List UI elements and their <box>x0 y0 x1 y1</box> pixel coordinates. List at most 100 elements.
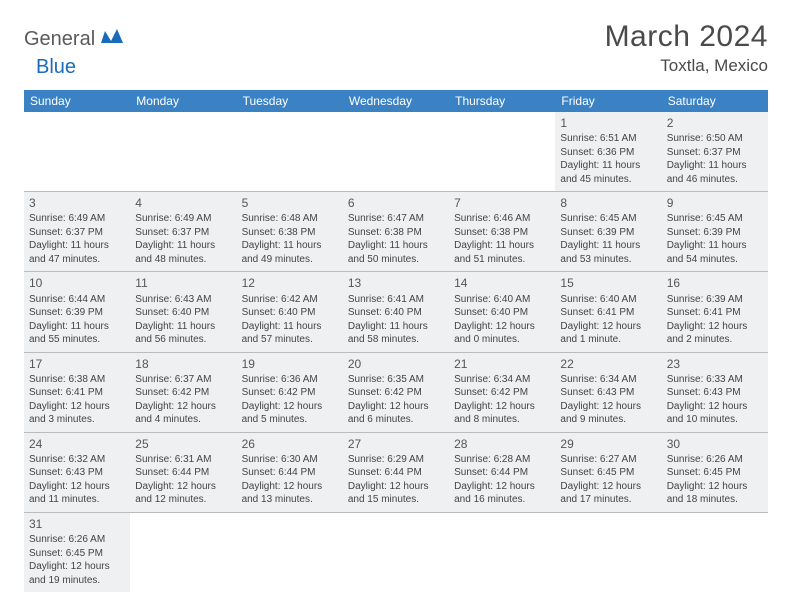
day-info-line: Sunrise: 6:45 AM <box>667 212 763 226</box>
day-info-line: Sunrise: 6:46 AM <box>454 212 550 226</box>
dow-header: Thursday <box>449 90 555 112</box>
day-info-line: Daylight: 11 hours <box>454 239 550 253</box>
day-number: 15 <box>560 275 656 291</box>
day-info-line: Sunrise: 6:36 AM <box>242 373 338 387</box>
day-info-line: and 18 minutes. <box>667 493 763 507</box>
day-info-line: Sunset: 6:45 PM <box>560 466 656 480</box>
calendar-table: SundayMondayTuesdayWednesdayThursdayFrid… <box>24 90 768 592</box>
day-info-line: Sunrise: 6:37 AM <box>135 373 231 387</box>
day-info-line: Daylight: 11 hours <box>348 320 444 334</box>
day-number: 1 <box>560 115 656 131</box>
dow-header: Sunday <box>24 90 130 112</box>
day-info-line: Sunrise: 6:40 AM <box>560 293 656 307</box>
day-info-line: and 4 minutes. <box>135 413 231 427</box>
calendar-cell: 13Sunrise: 6:41 AMSunset: 6:40 PMDayligh… <box>343 272 449 352</box>
day-number: 17 <box>29 356 125 372</box>
day-number: 9 <box>667 195 763 211</box>
calendar-cell: 5Sunrise: 6:48 AMSunset: 6:38 PMDaylight… <box>237 192 343 272</box>
day-number: 23 <box>667 356 763 372</box>
day-info-line: and 5 minutes. <box>242 413 338 427</box>
day-info-line: and 56 minutes. <box>135 333 231 347</box>
day-info-line: Sunset: 6:45 PM <box>667 466 763 480</box>
day-info-line: and 57 minutes. <box>242 333 338 347</box>
day-info-line: Sunrise: 6:34 AM <box>560 373 656 387</box>
day-number: 22 <box>560 356 656 372</box>
header: General March 2024 Toxtla, Mexico <box>24 20 768 76</box>
calendar-cell: 23Sunrise: 6:33 AMSunset: 6:43 PMDayligh… <box>662 352 768 432</box>
calendar-cell: 26Sunrise: 6:30 AMSunset: 6:44 PMDayligh… <box>237 432 343 512</box>
day-info-line: Sunset: 6:40 PM <box>135 306 231 320</box>
calendar-cell <box>449 112 555 192</box>
day-info-line: Daylight: 11 hours <box>242 239 338 253</box>
calendar-cell: 3Sunrise: 6:49 AMSunset: 6:37 PMDaylight… <box>24 192 130 272</box>
day-info-line: Sunrise: 6:26 AM <box>667 453 763 467</box>
day-info-line: Daylight: 12 hours <box>348 480 444 494</box>
dow-header: Friday <box>555 90 661 112</box>
day-info-line: and 51 minutes. <box>454 253 550 267</box>
day-info-line: and 15 minutes. <box>348 493 444 507</box>
day-info-line: Sunrise: 6:47 AM <box>348 212 444 226</box>
day-info-line: and 8 minutes. <box>454 413 550 427</box>
day-info-line: Daylight: 12 hours <box>29 480 125 494</box>
day-info-line: and 17 minutes. <box>560 493 656 507</box>
calendar-cell: 8Sunrise: 6:45 AMSunset: 6:39 PMDaylight… <box>555 192 661 272</box>
day-number: 7 <box>454 195 550 211</box>
day-info-line: Sunrise: 6:38 AM <box>29 373 125 387</box>
day-info-line: Sunset: 6:41 PM <box>560 306 656 320</box>
day-info-line: Sunrise: 6:27 AM <box>560 453 656 467</box>
calendar-cell: 16Sunrise: 6:39 AMSunset: 6:41 PMDayligh… <box>662 272 768 352</box>
day-info-line: Daylight: 12 hours <box>348 400 444 414</box>
day-info-line: Sunset: 6:44 PM <box>242 466 338 480</box>
day-number: 14 <box>454 275 550 291</box>
calendar-cell: 30Sunrise: 6:26 AMSunset: 6:45 PMDayligh… <box>662 432 768 512</box>
calendar-cell: 6Sunrise: 6:47 AMSunset: 6:38 PMDaylight… <box>343 192 449 272</box>
day-info-line: Sunset: 6:38 PM <box>348 226 444 240</box>
day-info-line: Sunrise: 6:51 AM <box>560 132 656 146</box>
day-info-line: Sunset: 6:40 PM <box>242 306 338 320</box>
day-info-line: and 19 minutes. <box>29 574 125 588</box>
day-info-line: and 49 minutes. <box>242 253 338 267</box>
day-info-line: Sunset: 6:37 PM <box>29 226 125 240</box>
day-info-line: Sunset: 6:43 PM <box>667 386 763 400</box>
day-info-line: Daylight: 12 hours <box>135 480 231 494</box>
dow-header: Tuesday <box>237 90 343 112</box>
calendar-cell: 22Sunrise: 6:34 AMSunset: 6:43 PMDayligh… <box>555 352 661 432</box>
day-info-line: and 47 minutes. <box>29 253 125 267</box>
day-info-line: and 55 minutes. <box>29 333 125 347</box>
day-info-line: Sunrise: 6:44 AM <box>29 293 125 307</box>
calendar-cell: 11Sunrise: 6:43 AMSunset: 6:40 PMDayligh… <box>130 272 236 352</box>
day-number: 2 <box>667 115 763 131</box>
day-number: 13 <box>348 275 444 291</box>
day-info-line: Sunrise: 6:35 AM <box>348 373 444 387</box>
day-info-line: Sunset: 6:43 PM <box>29 466 125 480</box>
day-info-line: and 58 minutes. <box>348 333 444 347</box>
day-number: 3 <box>29 195 125 211</box>
title-block: March 2024 Toxtla, Mexico <box>605 20 768 76</box>
logo-flag-icon <box>101 29 123 50</box>
day-info-line: Sunset: 6:42 PM <box>242 386 338 400</box>
day-number: 10 <box>29 275 125 291</box>
day-info-line: and 1 minute. <box>560 333 656 347</box>
day-info-line: Daylight: 12 hours <box>454 480 550 494</box>
day-info-line: Sunrise: 6:42 AM <box>242 293 338 307</box>
day-info-line: Daylight: 12 hours <box>242 400 338 414</box>
dow-header: Wednesday <box>343 90 449 112</box>
calendar-cell: 21Sunrise: 6:34 AMSunset: 6:42 PMDayligh… <box>449 352 555 432</box>
day-info-line: Sunrise: 6:49 AM <box>29 212 125 226</box>
day-info-line: Daylight: 12 hours <box>135 400 231 414</box>
day-number: 6 <box>348 195 444 211</box>
calendar-cell: 25Sunrise: 6:31 AMSunset: 6:44 PMDayligh… <box>130 432 236 512</box>
day-number: 19 <box>242 356 338 372</box>
day-info-line: Daylight: 12 hours <box>667 320 763 334</box>
day-info-line: Sunset: 6:40 PM <box>454 306 550 320</box>
day-info-line: and 48 minutes. <box>135 253 231 267</box>
day-info-line: Sunrise: 6:26 AM <box>29 533 125 547</box>
calendar-cell <box>130 112 236 192</box>
day-info-line: Sunset: 6:37 PM <box>135 226 231 240</box>
day-number: 11 <box>135 275 231 291</box>
day-info-line: Sunset: 6:40 PM <box>348 306 444 320</box>
day-number: 12 <box>242 275 338 291</box>
day-info-line: Daylight: 11 hours <box>560 239 656 253</box>
day-number: 29 <box>560 436 656 452</box>
day-info-line: Daylight: 11 hours <box>560 159 656 173</box>
